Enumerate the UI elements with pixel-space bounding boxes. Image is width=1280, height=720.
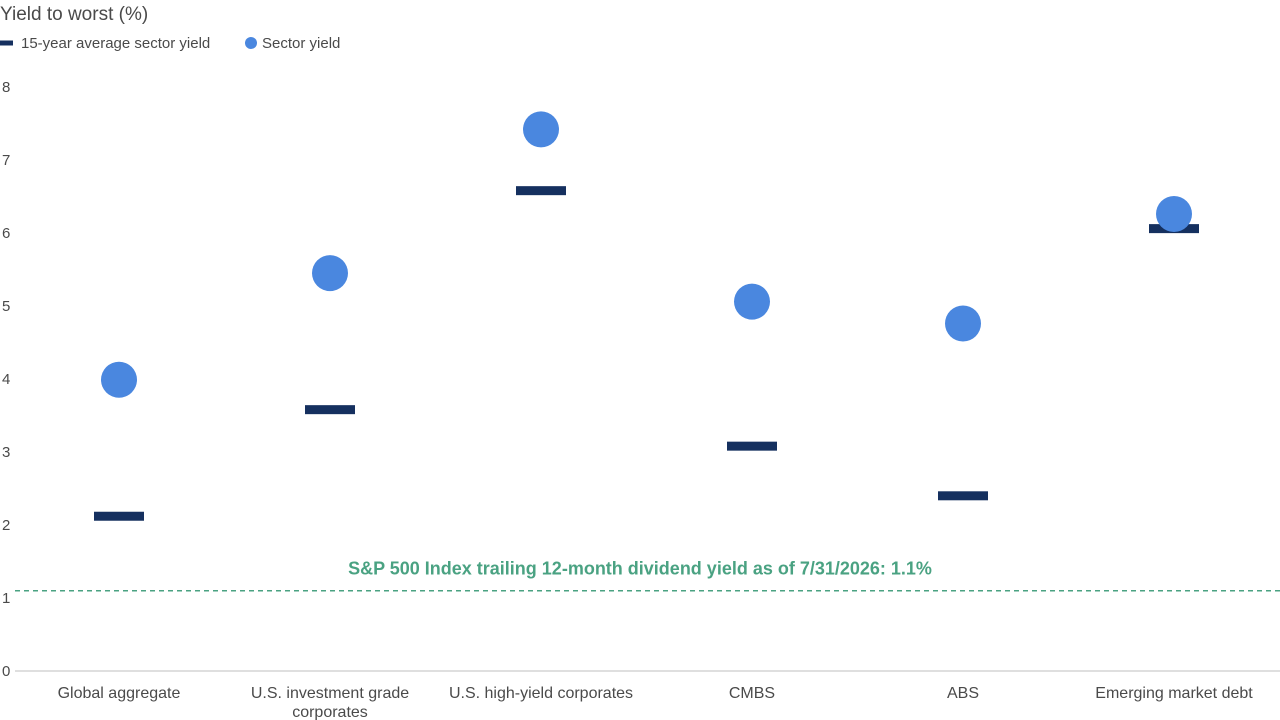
avg-yield-dash <box>305 405 355 415</box>
legend-label-sector-yield: Sector yield <box>262 35 340 52</box>
legend-label-average: 15-year average sector yield <box>21 35 210 52</box>
y-tick-label: 8 <box>2 79 10 96</box>
avg-yield-dash <box>516 186 566 196</box>
sector-yield-dot <box>734 283 770 320</box>
sector-yield-dot <box>101 361 137 398</box>
reference-line-group: S&P 500 Index trailing 12-month dividend… <box>15 559 1280 592</box>
sector-yield-dot <box>312 255 348 292</box>
category-label: CMBS <box>729 685 775 702</box>
legend: 15-year average sector yield Sector yiel… <box>0 35 340 52</box>
y-tick-label: 2 <box>2 517 10 534</box>
y-tick-label: 3 <box>2 444 10 461</box>
category-label: Global aggregate <box>58 685 181 702</box>
y-tick-labels: 0 1 2 3 4 5 6 7 8 <box>2 79 10 680</box>
legend-dot-marker <box>245 37 257 49</box>
avg-yield-dash <box>938 491 988 501</box>
reference-line-label: S&P 500 Index trailing 12-month dividend… <box>348 559 932 579</box>
avg-yield-dash <box>727 441 777 451</box>
category-label: ABS <box>947 685 979 702</box>
sector-yield-dot <box>945 305 981 342</box>
data-marks <box>94 111 1199 521</box>
y-tick-label: 4 <box>2 371 10 388</box>
sector-yield-dot <box>1156 196 1192 233</box>
category-labels: Global aggregate U.S. investment grade cor… <box>58 685 1254 720</box>
category-label: U.S. investment grade corporates <box>251 685 409 720</box>
y-tick-label: 0 <box>2 663 10 680</box>
category-label: U.S. high-yield corporates <box>449 685 633 702</box>
sector-yield-dot <box>523 111 559 148</box>
avg-yield-dash <box>94 511 144 521</box>
y-tick-label: 7 <box>2 152 10 169</box>
legend-dash-marker <box>0 40 13 46</box>
y-axis-title: Yield to worst (%) <box>0 4 148 25</box>
y-tick-label: 1 <box>2 590 10 607</box>
category-label: Emerging market debt <box>1095 685 1253 702</box>
y-tick-label: 5 <box>2 298 10 315</box>
y-tick-label: 6 <box>2 225 10 242</box>
